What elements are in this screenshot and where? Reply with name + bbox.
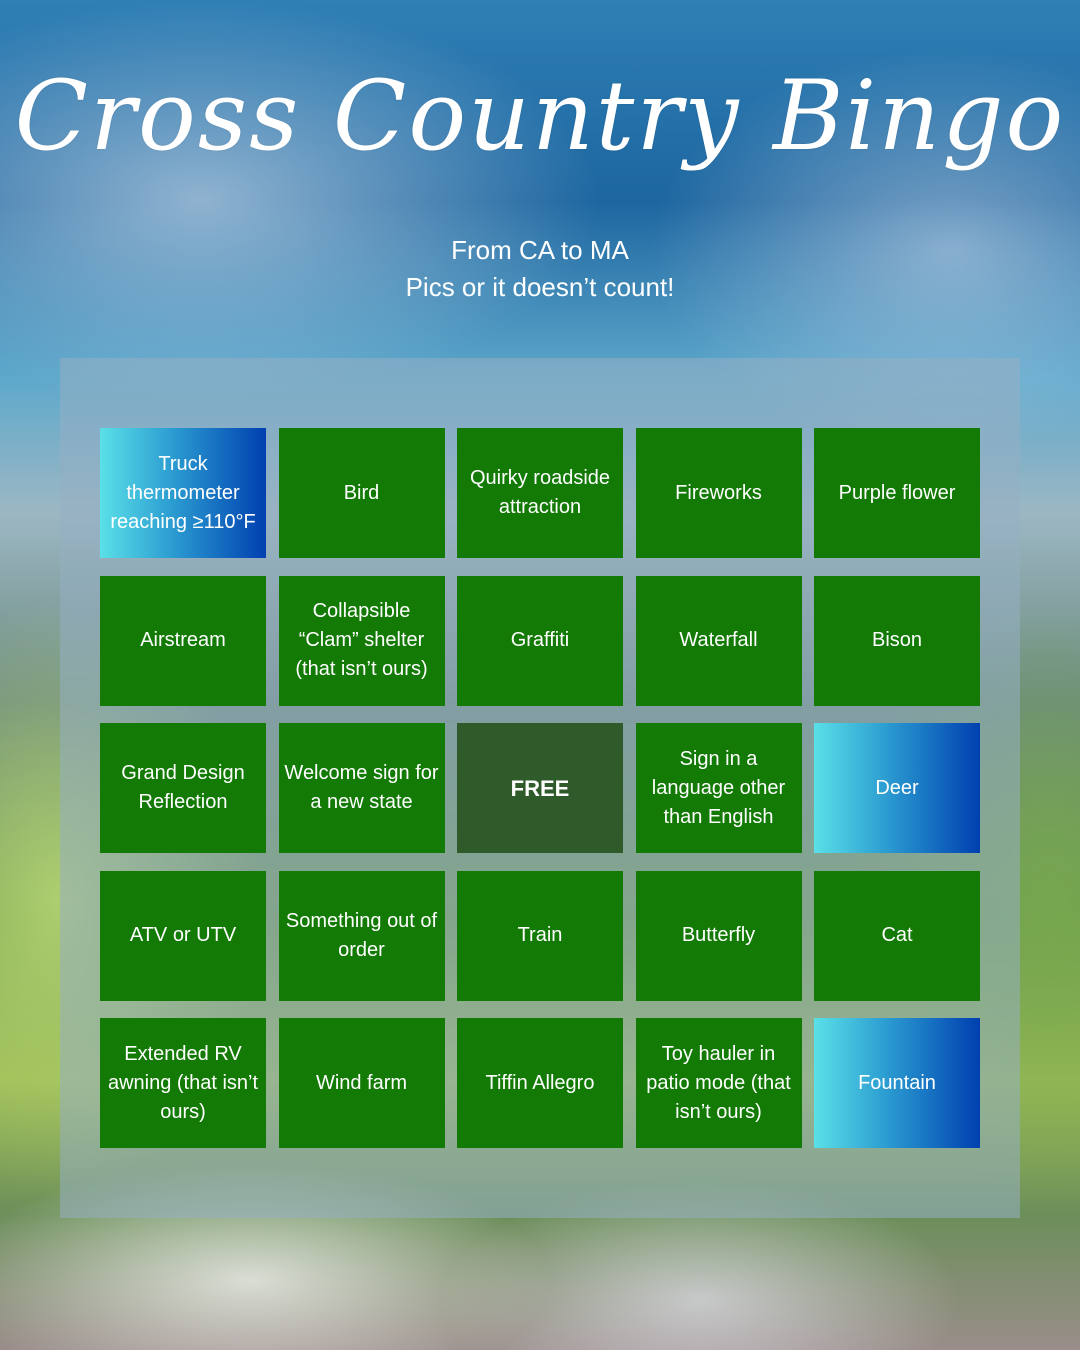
bingo-cell[interactable]: Collapsible “Clam” shelter (that isn’t o… [278, 575, 445, 706]
bingo-cell[interactable]: Quirky roadside attraction [457, 428, 623, 558]
cell-label: Toy hauler in patio mode (that isn’t our… [646, 1042, 791, 1123]
subtitle-route: From CA to MA [451, 235, 629, 265]
bingo-cell[interactable]: Tiffin Allegro [457, 1018, 623, 1148]
bingo-cell[interactable]: ATV or UTV [100, 870, 266, 1001]
bingo-cell[interactable]: Truck thermometer reaching ≥110°F [100, 428, 266, 558]
cell-label: Deer [875, 776, 919, 799]
cell-label: Cat [881, 924, 913, 946]
subtitle-rule: Pics or it doesn’t count! [405, 272, 675, 302]
bingo-cell[interactable]: Butterfly [635, 870, 802, 1001]
bingo-cell[interactable]: Bird [278, 428, 445, 558]
cell-label: Train [517, 924, 563, 946]
page-title: Cross Country Bingo [14, 60, 1066, 172]
cell-label: Something out of order [285, 909, 438, 961]
cell-label: Collapsible “Clam” shelter (that isn’t o… [295, 600, 428, 680]
bingo-cell[interactable]: Fireworks [635, 428, 802, 558]
bingo-cell[interactable]: Purple flower [814, 428, 980, 558]
cell-label: FREE [510, 775, 570, 801]
cell-label: Grand Design Reflection [121, 762, 245, 813]
bingo-cell[interactable]: Deer [814, 723, 980, 853]
bingo-cell[interactable]: Fountain [814, 1018, 980, 1148]
bingo-cell[interactable]: Airstream [100, 575, 266, 706]
cell-label: Fireworks [675, 481, 762, 504]
cell-label: Truck thermometer reaching ≥110°F [110, 452, 256, 533]
bingo-cell[interactable]: Grand Design Reflection [100, 723, 266, 853]
bingo-cell[interactable]: Toy hauler in patio mode (that isn’t our… [635, 1018, 802, 1148]
bingo-cell[interactable]: Waterfall [635, 575, 802, 706]
cell-label: Purple flower [838, 481, 956, 504]
cell-label: Quirky roadside attraction [469, 467, 611, 518]
cell-label: Welcome sign for a new state [284, 762, 439, 813]
cell-label: Waterfall [679, 629, 758, 651]
bingo-cell[interactable]: Welcome sign for a new state [278, 723, 445, 853]
bingo-cell[interactable]: Cat [814, 870, 980, 1001]
bingo-cell[interactable]: Bison [814, 575, 980, 706]
bingo-cell[interactable]: Sign in a language other than English [635, 723, 802, 853]
cell-label: Tiffin Allegro [485, 1071, 595, 1094]
free-cell[interactable]: FREE [457, 723, 623, 853]
cell-label: Graffiti [510, 629, 570, 651]
bingo-cell[interactable]: Wind farm [278, 1018, 445, 1148]
cell-label: Sign in a language other than English [651, 747, 786, 828]
cell-label: Bison [871, 629, 923, 651]
bingo-cell[interactable]: Graffiti [457, 575, 623, 706]
cell-label: Butterfly [681, 924, 756, 946]
cell-label: Bird [343, 481, 380, 504]
cell-label: Airstream [140, 629, 226, 651]
bingo-cell[interactable]: Extended RV awning (that isn’t ours) [100, 1018, 266, 1148]
cell-label: ATV or UTV [129, 924, 237, 946]
bingo-cell[interactable]: Something out of order [278, 870, 445, 1001]
cell-label: Fountain [858, 1071, 936, 1094]
bingo-cell[interactable]: Train [457, 870, 623, 1001]
cell-label: Extended RV awning (that isn’t ours) [107, 1042, 259, 1123]
cell-label: Wind farm [315, 1071, 408, 1094]
